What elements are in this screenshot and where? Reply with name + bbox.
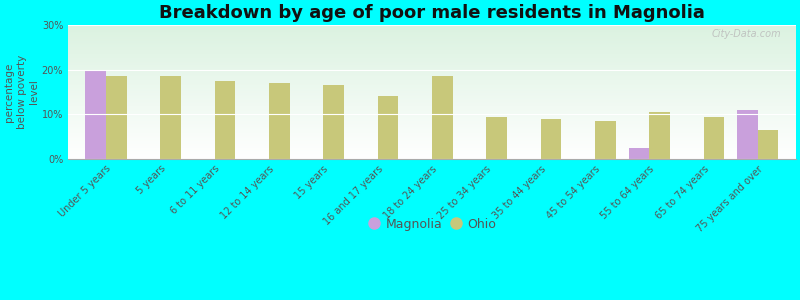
Bar (737, 110, 758, 159)
Bar (486, 116, 507, 159)
Bar (541, 119, 562, 159)
Bar (595, 121, 615, 159)
Bar (432, 76, 453, 159)
Bar (106, 76, 126, 159)
Bar (269, 83, 290, 159)
Bar (629, 148, 650, 159)
Bar (214, 81, 235, 159)
Bar (703, 116, 724, 159)
Y-axis label: percentage
below poverty
level: percentage below poverty level (4, 55, 39, 129)
Legend: Magnolia, Ohio: Magnolia, Ohio (363, 212, 501, 236)
Title: Breakdown by age of poor male residents in Magnolia: Breakdown by age of poor male residents … (159, 4, 705, 22)
Bar (323, 85, 344, 159)
Bar (758, 130, 778, 159)
Bar (86, 70, 106, 159)
Bar (650, 112, 670, 159)
Text: City-Data.com: City-Data.com (712, 29, 782, 39)
Bar (378, 96, 398, 159)
Bar (161, 76, 181, 159)
